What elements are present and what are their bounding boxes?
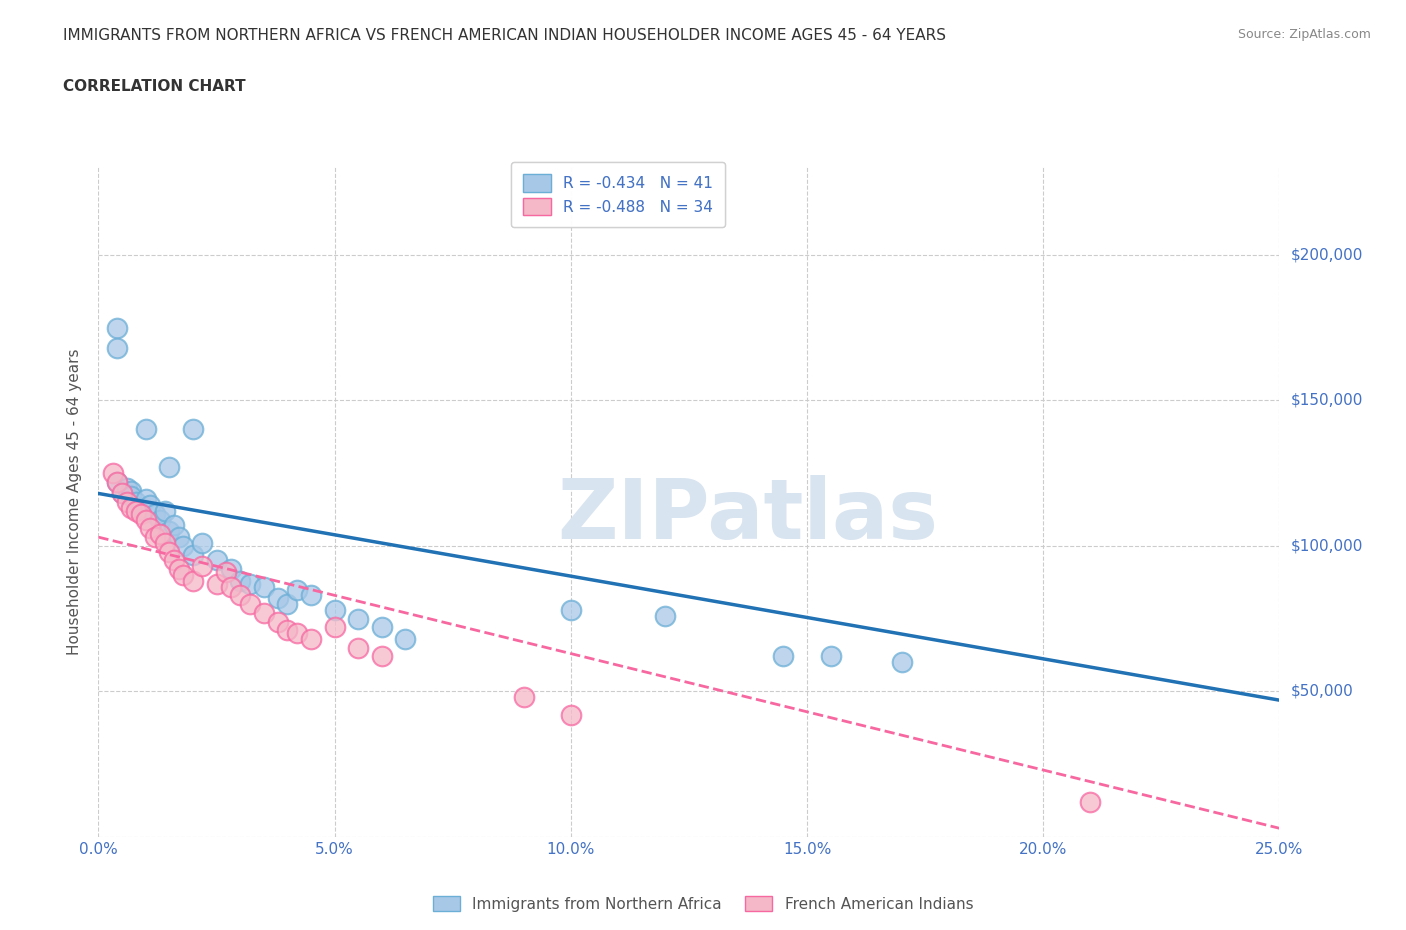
Point [299,588,322,603]
Point [101,466,124,481]
Point [820,649,842,664]
Point [394,631,416,646]
Text: $150,000: $150,000 [1291,392,1362,407]
Text: $100,000: $100,000 [1291,538,1362,553]
Legend: R = -0.434   N = 41, R = -0.488   N = 34: R = -0.434 N = 41, R = -0.488 N = 34 [510,162,725,228]
Point [143,507,166,522]
Point [215,565,238,579]
Text: Source: ZipAtlas.com: Source: ZipAtlas.com [1237,28,1371,41]
Point [105,320,128,335]
Point [285,626,308,641]
Point [105,474,128,489]
Text: IMMIGRANTS FROM NORTHERN AFRICA VS FRENCH AMERICAN INDIAN HOUSEHOLDER INCOME AGE: IMMIGRANTS FROM NORTHERN AFRICA VS FRENC… [63,28,946,43]
Point [111,486,134,501]
Point [191,559,214,574]
Text: ZIPatlas: ZIPatlas [558,475,938,556]
Point [560,603,582,618]
Point [229,588,252,603]
Point [205,577,228,591]
Point [239,597,262,612]
Point [105,474,128,489]
Point [253,605,276,620]
Point [205,553,228,568]
Point [191,536,214,551]
Point [163,553,186,568]
Point [323,620,346,635]
Point [149,512,172,527]
Text: $50,000: $50,000 [1291,684,1354,699]
Point [157,459,180,474]
Point [143,530,166,545]
Point [167,562,190,577]
Point [125,495,148,510]
Point [560,708,582,723]
Point [115,495,138,510]
Point [371,649,394,664]
Point [371,620,394,635]
Point [125,503,148,518]
Point [139,521,162,536]
Point [157,544,180,559]
Point [153,536,176,551]
Point [135,492,157,507]
Point [772,649,794,664]
Point [1080,794,1102,809]
Point [167,530,190,545]
Y-axis label: Householder Income Ages 45 - 64 years: Householder Income Ages 45 - 64 years [67,349,83,656]
Point [181,547,204,562]
Point [139,498,162,512]
Point [181,422,204,437]
Point [299,631,322,646]
Point [654,608,676,623]
Point [323,603,346,618]
Point [153,503,176,518]
Point [890,655,912,670]
Point [121,500,143,515]
Point [115,480,138,495]
Point [347,641,370,656]
Point [157,524,180,538]
Point [172,567,194,582]
Point [121,489,143,504]
Point [276,623,298,638]
Point [129,507,152,522]
Point [219,579,242,594]
Point [111,486,134,501]
Text: CORRELATION CHART: CORRELATION CHART [63,79,246,94]
Point [267,591,290,605]
Point [149,526,172,541]
Point [135,512,157,527]
Legend: Immigrants from Northern Africa, French American Indians: Immigrants from Northern Africa, French … [426,889,980,918]
Point [253,579,276,594]
Point [512,690,534,705]
Point [219,562,242,577]
Point [121,483,143,498]
Point [347,611,370,626]
Point [163,518,186,533]
Point [229,574,252,589]
Point [129,500,152,515]
Point [285,582,308,597]
Point [239,577,262,591]
Point [135,422,157,437]
Point [172,538,194,553]
Point [105,340,128,355]
Point [181,574,204,589]
Point [267,614,290,629]
Point [276,597,298,612]
Text: $200,000: $200,000 [1291,247,1362,262]
